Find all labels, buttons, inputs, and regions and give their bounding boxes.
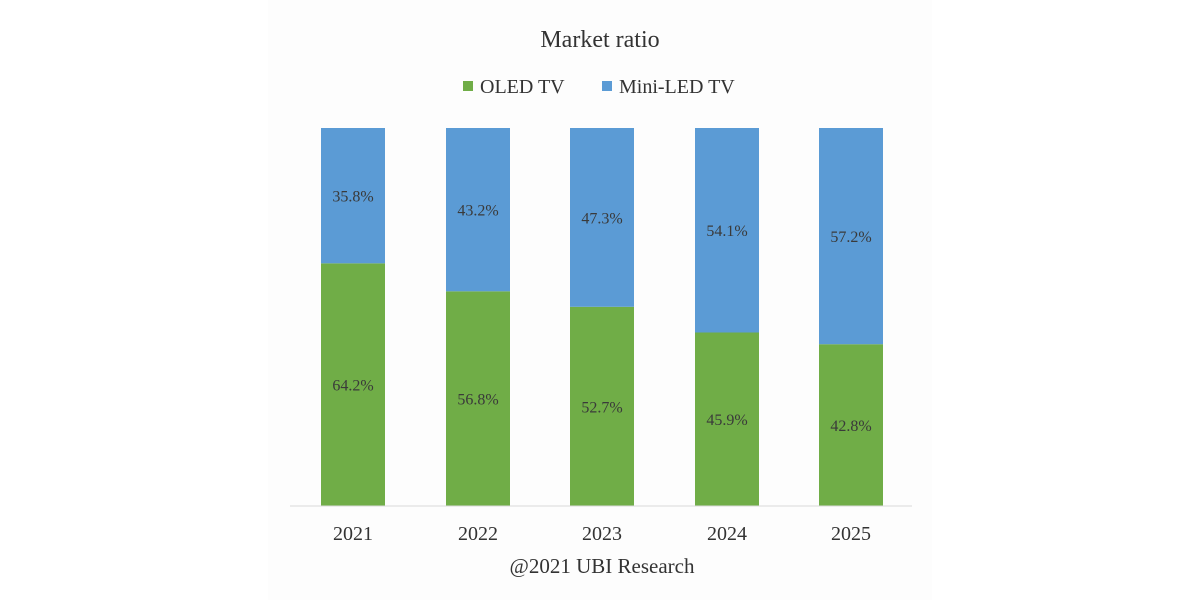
bar-mini-led-2023 (570, 128, 634, 307)
x-tick-label-2021: 2021 (333, 523, 373, 545)
data-label-oled-2021: 64.2% (332, 378, 373, 395)
bar-mini-led-2025 (819, 128, 883, 345)
data-label-oled-2024: 45.9% (706, 412, 747, 429)
source-caption: @2021 UBI Research (510, 554, 695, 578)
data-label-mini-led-2022: 43.2% (457, 203, 498, 220)
chart-title: Market ratio (540, 27, 659, 53)
x-tick-label-2022: 2022 (458, 523, 498, 545)
x-tick-label-2025: 2025 (831, 523, 871, 545)
x-tick-label-2024: 2024 (707, 523, 747, 545)
bar-mini-led-2022 (446, 128, 510, 292)
bar-oled-2021 (321, 263, 385, 506)
legend-label-mini-led: Mini-LED TV (619, 76, 735, 98)
bar-mini-led-2024 (695, 128, 759, 333)
x-tick-label-2023: 2023 (582, 523, 622, 545)
data-label-oled-2023: 52.7% (581, 399, 622, 416)
legend-swatch-oled (463, 81, 473, 91)
legend-swatch-mini-led (602, 81, 612, 91)
bar-oled-2023 (570, 306, 634, 506)
data-label-oled-2025: 42.8% (830, 418, 871, 435)
bar-oled-2025 (819, 344, 883, 506)
bar-oled-2022 (446, 291, 510, 506)
data-label-oled-2022: 56.8% (457, 392, 498, 409)
legend-label-oled: OLED TV (480, 76, 565, 98)
data-label-mini-led-2021: 35.8% (332, 189, 373, 206)
data-label-mini-led-2024: 54.1% (706, 223, 747, 240)
data-label-mini-led-2025: 57.2% (830, 229, 871, 246)
bar-mini-led-2021 (321, 128, 385, 264)
data-label-mini-led-2023: 47.3% (581, 210, 622, 227)
bar-oled-2024 (695, 332, 759, 506)
